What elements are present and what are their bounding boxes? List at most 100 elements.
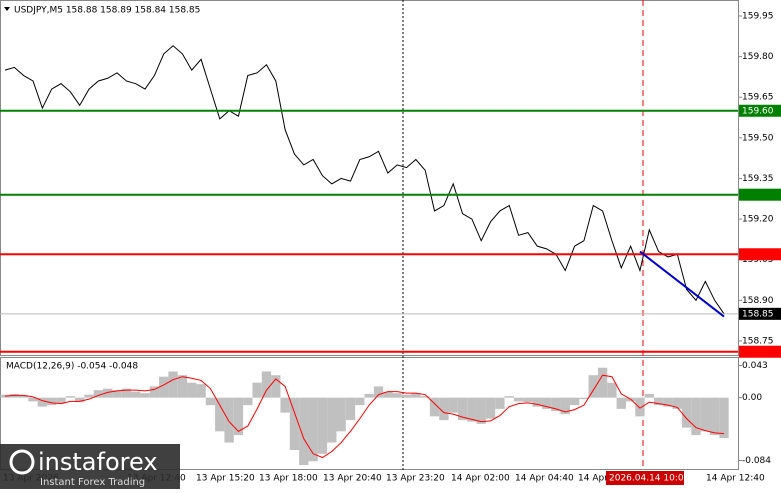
level-label-box xyxy=(739,188,781,201)
macd-bar xyxy=(121,388,132,398)
macd-bar xyxy=(112,390,122,398)
current-price-box xyxy=(739,307,781,320)
macd-bar xyxy=(691,397,701,436)
macd-bar xyxy=(523,397,533,403)
logo-icon xyxy=(9,449,35,475)
macd-bar xyxy=(177,375,188,398)
current-price-label: 158.85 xyxy=(742,309,774,319)
macd-bar xyxy=(495,397,505,409)
macd-bar xyxy=(280,397,290,413)
macd-bar xyxy=(616,397,626,409)
macd-bar xyxy=(467,397,477,422)
logo: instaforex Instant Forex Trading xyxy=(0,444,180,489)
macd-bar xyxy=(700,397,710,432)
macd-bar xyxy=(663,397,673,407)
signal-line xyxy=(4,374,725,459)
x-tick-label: 14 Apr 02:00 xyxy=(451,474,510,484)
macd-bar xyxy=(457,397,468,421)
macd-bar xyxy=(75,397,85,403)
macd-bar xyxy=(103,388,113,398)
macd-bar xyxy=(215,397,225,432)
macd-bar xyxy=(392,393,402,398)
macd-bar xyxy=(159,376,169,398)
macd-bar xyxy=(84,394,94,398)
x-tick-label: 14 Apr 04:40 xyxy=(515,474,574,484)
highlight-box xyxy=(606,471,684,485)
macd-title: MACD(12,26,9) -0.054 -0.048 xyxy=(6,362,138,372)
macd-bar xyxy=(569,397,580,406)
macd-bar xyxy=(588,375,598,398)
macd-bar xyxy=(149,386,160,398)
macd-bar xyxy=(597,367,608,398)
macd-bar xyxy=(513,397,524,402)
x-tick-label: 13 Apr 23:20 xyxy=(386,474,445,484)
macd-bar xyxy=(579,397,589,400)
macd-bar xyxy=(271,375,281,398)
macd-bar xyxy=(308,397,318,462)
y-tick-label: 159.80 xyxy=(742,52,774,62)
level-label: 159.60 xyxy=(742,106,774,116)
trend-line xyxy=(639,250,725,318)
macd-bar xyxy=(233,397,244,436)
macd-bar xyxy=(196,384,206,398)
macd-bar xyxy=(635,397,645,417)
macd-bar xyxy=(476,397,486,424)
level-label-box xyxy=(739,248,781,261)
macd-bar xyxy=(532,397,542,407)
macd-bar xyxy=(653,397,664,406)
y-tick-label: 158.75 xyxy=(742,336,774,346)
macd-bar xyxy=(411,393,421,398)
macd-bar xyxy=(448,397,458,413)
y-tick-label: 0.00 xyxy=(742,393,762,403)
highlight-label: 2026.04.14 10:00 xyxy=(609,474,690,484)
macd-bar xyxy=(317,397,328,454)
macd-bar xyxy=(336,397,346,432)
macd-bar xyxy=(205,397,216,406)
macd-bar xyxy=(560,397,570,415)
macd-bar xyxy=(345,397,356,421)
macd-panel-frame xyxy=(0,357,739,470)
logo-tagline: Instant Forex Trading xyxy=(40,477,145,488)
level-label-box xyxy=(739,345,781,358)
y-tick-label: 159.20 xyxy=(742,215,774,225)
macd-bar xyxy=(607,382,617,398)
macd-bar xyxy=(355,397,365,406)
macd-bar xyxy=(383,391,393,398)
macd-bar xyxy=(47,397,57,406)
logo-name: instaforex xyxy=(38,448,158,476)
macd-bar xyxy=(541,397,552,409)
macd-bar xyxy=(299,397,309,466)
macd-bar xyxy=(289,397,300,451)
macd-bar xyxy=(243,397,253,406)
macd-bar xyxy=(19,395,29,398)
macd-bar xyxy=(37,397,48,407)
macd-bar xyxy=(224,397,234,443)
y-tick-label: -0.084 xyxy=(742,456,771,466)
macd-bar xyxy=(28,397,38,402)
y-tick-label: 159.50 xyxy=(742,133,774,143)
macd-bar xyxy=(131,391,141,398)
macd-bar xyxy=(364,393,374,398)
macd-bar xyxy=(681,397,692,428)
y-tick-label: 159.65 xyxy=(742,93,774,103)
price-line xyxy=(4,45,725,315)
macd-bar xyxy=(140,393,150,398)
x-tick-label: 14 Apr 12:40 xyxy=(706,474,765,484)
macd-bar xyxy=(551,397,561,412)
macd-bar xyxy=(252,382,262,398)
x-tick-label: 13 Apr 18:00 xyxy=(259,474,318,484)
x-tick-label: 13 Apr 20:40 xyxy=(323,474,382,484)
macd-bar xyxy=(439,397,449,421)
macd-bar xyxy=(672,397,682,409)
x-tick-label: 13 Apr 15:20 xyxy=(196,474,255,484)
macd-bar xyxy=(401,394,412,398)
level-label-box xyxy=(739,104,781,117)
macd-bar xyxy=(719,397,729,439)
macd-bar xyxy=(373,386,384,398)
title-arrow xyxy=(4,7,10,11)
macd-bar xyxy=(504,396,514,398)
y-tick-label: 0.043 xyxy=(742,361,768,371)
logo-box xyxy=(0,444,180,489)
